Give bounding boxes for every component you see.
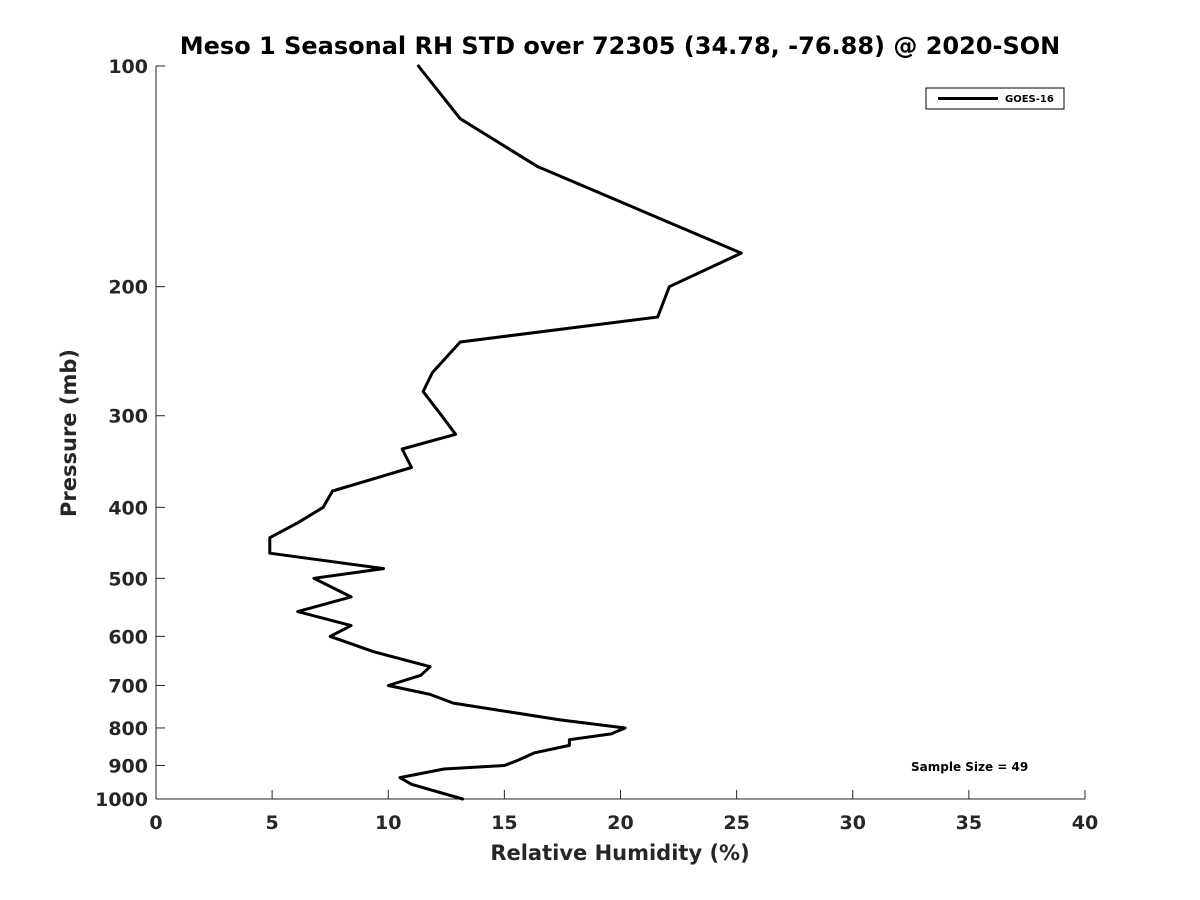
legend-label-goes-16: GOES-16 <box>1005 94 1054 105</box>
y-tick-label: 1000 <box>95 789 148 811</box>
y-tick-label: 900 <box>108 755 148 777</box>
x-ticks: 0 5 10 15 20 25 30 35 40 <box>149 790 1098 834</box>
y-axis-label: Pressure (mb) <box>57 349 81 517</box>
y-tick-label: 200 <box>108 277 148 299</box>
x-tick-label: 15 <box>491 812 517 834</box>
axes <box>155 66 1085 800</box>
y-tick-label: 500 <box>108 568 148 590</box>
sample-size-annotation: Sample Size = 49 <box>911 760 1028 774</box>
x-tick-label: 0 <box>149 812 162 834</box>
y-tick-label: 600 <box>108 626 148 648</box>
x-tick-label: 25 <box>723 812 749 834</box>
y-tick-label: 800 <box>108 718 148 740</box>
x-tick-label: 35 <box>956 812 982 834</box>
x-tick-label: 10 <box>375 812 401 834</box>
x-tick-label: 40 <box>1072 812 1098 834</box>
chart-title: Meso 1 Seasonal RH STD over 72305 (34.78… <box>180 32 1061 60</box>
y-tick-label: 400 <box>108 497 148 519</box>
y-tick-label: 300 <box>108 406 148 428</box>
series-line-goes-16 <box>268 64 743 801</box>
x-axis-label: Relative Humidity (%) <box>490 841 749 865</box>
legend: GOES-16 <box>925 87 1065 110</box>
y-ticks: 100 200 300 400 500 600 700 800 900 1000 <box>95 56 165 811</box>
y-tick-label: 100 <box>108 56 148 78</box>
x-tick-label: 20 <box>607 812 633 834</box>
y-tick-label: 700 <box>108 675 148 697</box>
x-tick-label: 30 <box>840 812 866 834</box>
x-tick-label: 5 <box>266 812 279 834</box>
plot-area <box>268 64 743 801</box>
